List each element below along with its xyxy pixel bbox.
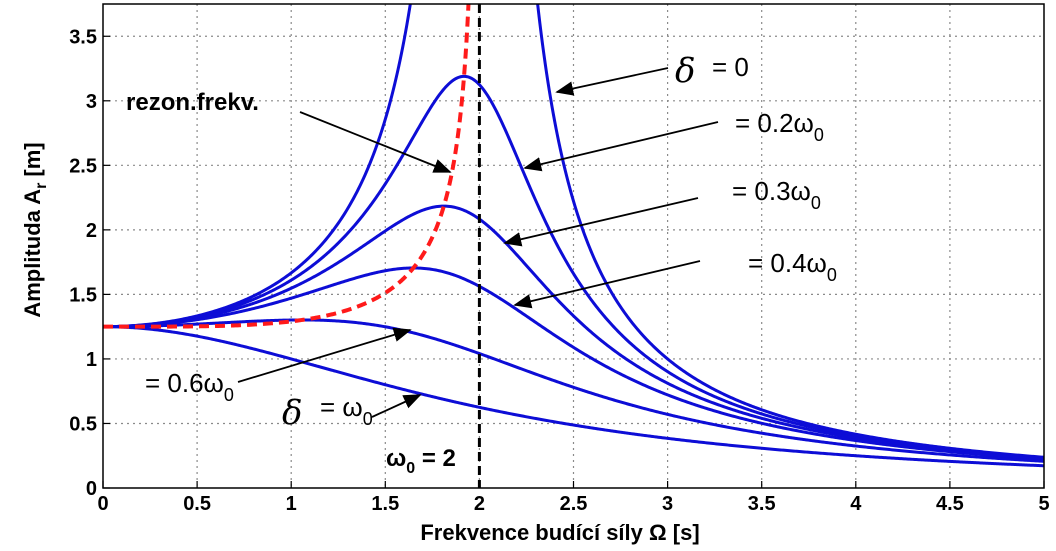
- arrow-delta-1: [371, 394, 422, 418]
- x-tick-label: 4.5: [936, 493, 964, 515]
- x-tick-label: 0.5: [183, 493, 211, 515]
- x-tick-label: 0: [97, 493, 108, 515]
- label-delta-1: = ω0: [320, 392, 373, 429]
- arrow-delta-06: [237, 327, 412, 383]
- delta-symbol-bottom: δ: [282, 393, 302, 433]
- grid-lines: [103, 4, 1044, 488]
- y-tick-label: 0: [86, 478, 97, 500]
- x-tick-label: 3.5: [748, 493, 776, 515]
- annotation-arrows: [237, 67, 719, 418]
- label-delta-02: = 0.2ω0: [735, 108, 824, 145]
- curve-delta-0: [536, 4, 1044, 459]
- x-tick-label: 5: [1038, 493, 1049, 515]
- y-tick-label: 3.5: [69, 26, 97, 48]
- arrow-resonance: [299, 111, 452, 173]
- tick-labels: 0 0.5 1 1.5 2 2.5 3 3.5 4 4.5 5 0 0.5 1 1.5 2 2.5 3 3.5: [69, 26, 1049, 515]
- curve-delta-0.4: [103, 266, 1044, 461]
- arrow-delta-02: [523, 121, 719, 172]
- arrow-delta-0: [555, 67, 669, 96]
- y-tick-label: 0.5: [69, 413, 97, 435]
- y-tick-label: 2: [86, 220, 97, 242]
- y-tick-label: 3: [86, 91, 97, 113]
- resonance-label: rezon.frekv.: [126, 89, 259, 116]
- y-axis-label-sub: r: [33, 183, 50, 189]
- x-tick-label: 2.5: [560, 493, 588, 515]
- plot-frame: [102, 3, 1045, 489]
- omega0-line-label: ω0 = 2: [386, 445, 456, 477]
- y-tick-label: 2.5: [69, 155, 97, 177]
- x-tick-label: 1.5: [371, 493, 399, 515]
- x-tick-label: 1: [286, 493, 297, 515]
- y-tick-label: 1.5: [69, 284, 97, 306]
- x-axis-label: Frekvence budící síly Ω [s]: [420, 520, 699, 545]
- x-tick-label: 2: [474, 493, 485, 515]
- axes-layer: [102, 3, 1045, 489]
- annotations: rezon.frekv. δ = 0 = 0.2ω0 = 0.3ω0 = 0.4…: [126, 51, 837, 477]
- x-tick-label: 4: [850, 493, 862, 515]
- curve-delta-1: [103, 325, 1044, 468]
- curves-layer: [103, 4, 1044, 488]
- resonance-curve: [103, 4, 471, 329]
- arrow-delta-04: [513, 260, 701, 309]
- label-delta-06: = 0.6ω0: [145, 368, 234, 405]
- y-tick-label: 1: [86, 349, 97, 371]
- label-delta-04: = 0.4ω0: [748, 248, 837, 285]
- label-delta-0: = 0: [712, 52, 749, 82]
- curve-delta-0.2: [103, 74, 1044, 460]
- y-axis-label: Amplituda Ar [m]: [20, 142, 50, 317]
- label-delta-03: = 0.3ω0: [732, 176, 821, 213]
- x-tick-label: 3: [662, 493, 673, 515]
- curve-delta-0: [103, 4, 412, 329]
- delta-symbol-top: δ: [675, 51, 695, 91]
- curve-delta-0.6: [103, 318, 1044, 463]
- curve-delta-0.3: [103, 204, 1044, 460]
- arrow-delta-03: [503, 197, 699, 247]
